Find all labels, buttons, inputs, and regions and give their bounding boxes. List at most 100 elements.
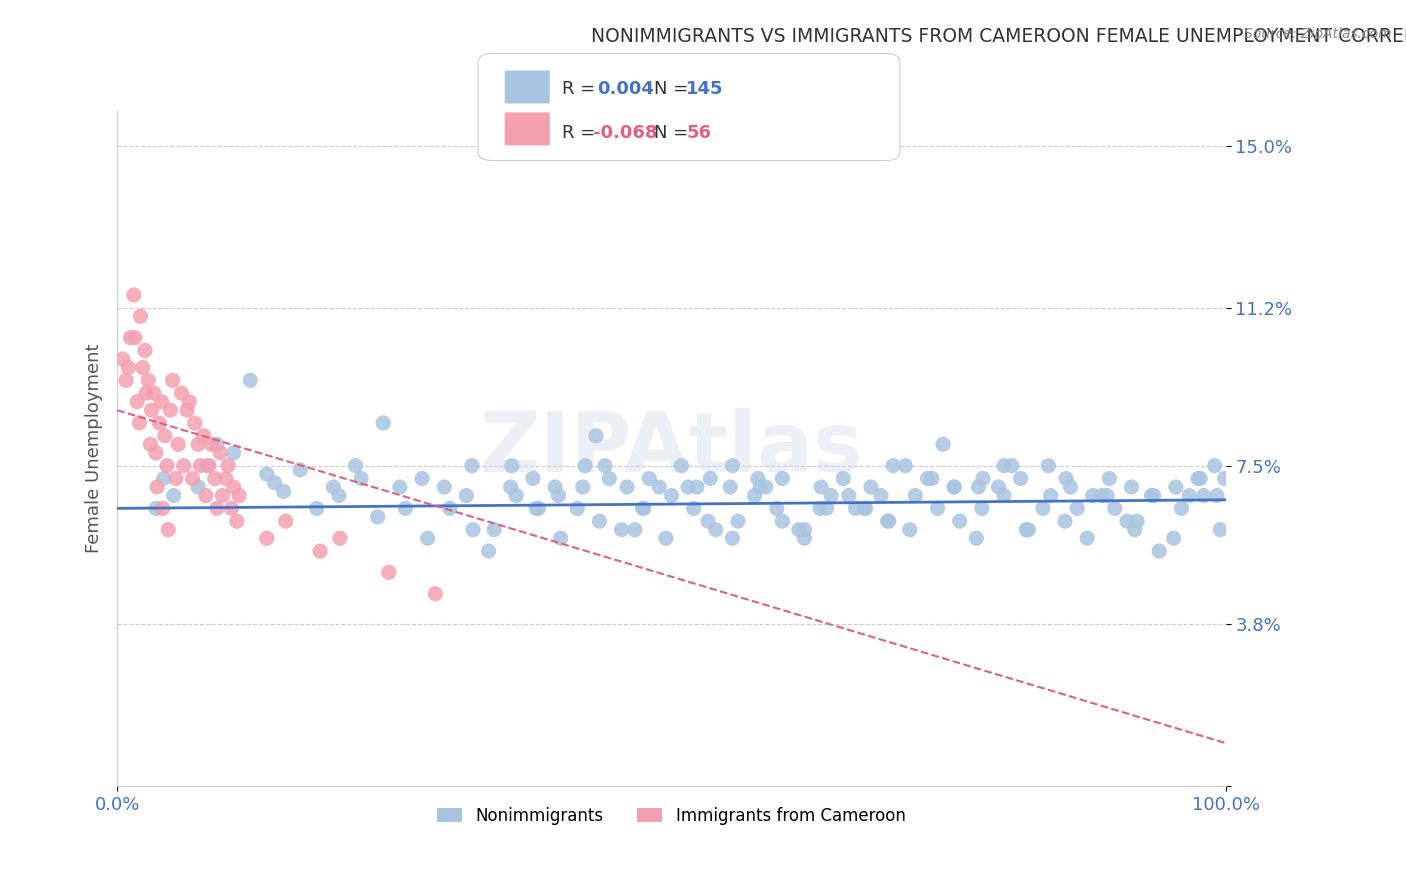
- Point: [1123, 523, 1146, 537]
- Point: [747, 471, 769, 485]
- Point: [222, 480, 245, 494]
- Point: [367, 509, 389, 524]
- Point: [1017, 523, 1039, 537]
- Point: [1039, 489, 1062, 503]
- Point: [209, 446, 232, 460]
- Point: [943, 480, 966, 494]
- Point: [544, 480, 567, 494]
- Point: [810, 480, 832, 494]
- Point: [131, 360, 153, 375]
- Point: [163, 489, 186, 503]
- Text: 0.004: 0.004: [598, 79, 654, 97]
- Point: [943, 480, 966, 494]
- Text: R =: R =: [562, 124, 596, 142]
- Text: 145: 145: [686, 79, 724, 97]
- Point: [1081, 489, 1104, 503]
- Point: [128, 416, 150, 430]
- Point: [749, 480, 772, 494]
- Point: [1121, 480, 1143, 494]
- Point: [187, 480, 209, 494]
- Point: [970, 501, 993, 516]
- Point: [859, 480, 882, 494]
- Point: [993, 489, 1015, 503]
- Point: [139, 437, 162, 451]
- Point: [593, 458, 616, 473]
- Point: [173, 458, 195, 473]
- Text: Source: ZipAtlas.com: Source: ZipAtlas.com: [1244, 27, 1392, 41]
- Point: [416, 531, 439, 545]
- Text: N =: N =: [654, 79, 688, 97]
- Point: [686, 480, 709, 494]
- Point: [176, 403, 198, 417]
- Point: [157, 523, 180, 537]
- Point: [388, 480, 411, 494]
- Point: [167, 437, 190, 451]
- Point: [181, 471, 204, 485]
- Point: [787, 523, 810, 537]
- Point: [129, 310, 152, 324]
- Point: [288, 463, 311, 477]
- Point: [917, 471, 939, 485]
- Point: [1015, 523, 1038, 537]
- Point: [145, 501, 167, 516]
- Point: [344, 458, 367, 473]
- Point: [894, 458, 917, 473]
- Point: [699, 471, 721, 485]
- Point: [704, 523, 727, 537]
- Point: [770, 471, 793, 485]
- Point: [1059, 480, 1081, 494]
- Point: [527, 501, 550, 516]
- Point: [194, 489, 217, 503]
- Point: [727, 514, 749, 528]
- Point: [195, 458, 218, 473]
- Point: [993, 458, 1015, 473]
- Point: [152, 471, 174, 485]
- Point: [505, 489, 527, 503]
- Point: [170, 386, 193, 401]
- Point: [134, 343, 156, 358]
- Point: [949, 514, 972, 528]
- Point: [162, 373, 184, 387]
- Point: [263, 475, 285, 490]
- Text: ZIPAtlas: ZIPAtlas: [479, 409, 863, 489]
- Point: [550, 531, 572, 545]
- Point: [648, 480, 671, 494]
- Point: [153, 429, 176, 443]
- Point: [184, 416, 207, 430]
- Point: [1209, 523, 1232, 537]
- Point: [1189, 471, 1212, 485]
- Point: [1140, 489, 1163, 503]
- Point: [1178, 489, 1201, 503]
- Point: [721, 531, 744, 545]
- Point: [547, 489, 569, 503]
- Point: [150, 394, 173, 409]
- Point: [200, 437, 222, 451]
- Point: [585, 429, 607, 443]
- Point: [215, 471, 238, 485]
- Point: [1038, 458, 1060, 473]
- Point: [697, 514, 720, 528]
- Point: [221, 501, 243, 516]
- Point: [616, 480, 638, 494]
- Point: [274, 514, 297, 528]
- Point: [322, 480, 344, 494]
- Legend: Nonimmigrants, Immigrants from Cameroon: Nonimmigrants, Immigrants from Cameroon: [430, 800, 912, 831]
- Point: [898, 523, 921, 537]
- Point: [624, 523, 647, 537]
- Y-axis label: Female Unemployment: Female Unemployment: [86, 343, 103, 553]
- Point: [870, 489, 893, 503]
- Point: [588, 514, 610, 528]
- Point: [1032, 501, 1054, 516]
- Point: [187, 437, 209, 451]
- Point: [115, 373, 138, 387]
- Point: [305, 501, 328, 516]
- Point: [1187, 471, 1209, 485]
- Point: [718, 480, 741, 494]
- Point: [1095, 489, 1118, 503]
- Point: [1104, 501, 1126, 516]
- Point: [1170, 501, 1192, 516]
- Point: [499, 480, 522, 494]
- Point: [124, 331, 146, 345]
- Point: [501, 458, 523, 473]
- Point: [148, 416, 170, 430]
